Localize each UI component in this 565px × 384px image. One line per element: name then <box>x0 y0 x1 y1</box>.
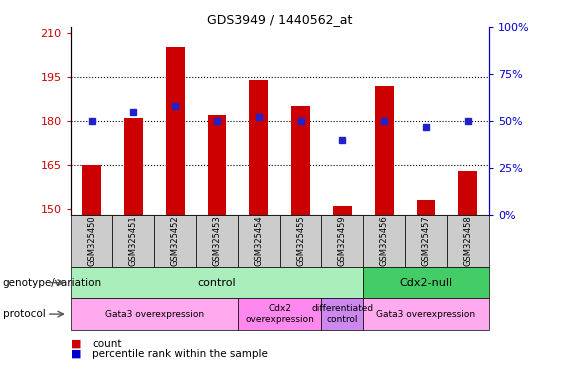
Text: protocol: protocol <box>3 309 46 319</box>
Text: GSM325453: GSM325453 <box>212 215 221 266</box>
Text: ■: ■ <box>71 349 81 359</box>
Bar <box>207 115 227 215</box>
Bar <box>249 80 268 215</box>
Text: genotype/variation: genotype/variation <box>3 278 102 288</box>
Text: ■: ■ <box>71 339 81 349</box>
Text: GSM325452: GSM325452 <box>171 216 180 266</box>
Text: GSM325454: GSM325454 <box>254 216 263 266</box>
Bar <box>124 118 143 215</box>
Title: GDS3949 / 1440562_at: GDS3949 / 1440562_at <box>207 13 353 26</box>
Text: Gata3 overexpression: Gata3 overexpression <box>376 310 476 319</box>
Text: control: control <box>198 278 236 288</box>
Text: GSM325451: GSM325451 <box>129 216 138 266</box>
Bar <box>166 48 185 215</box>
Text: Cdx2-null: Cdx2-null <box>399 278 453 288</box>
Bar <box>333 206 352 215</box>
Text: GSM325456: GSM325456 <box>380 215 389 266</box>
Text: percentile rank within the sample: percentile rank within the sample <box>92 349 268 359</box>
Text: GSM325458: GSM325458 <box>463 215 472 266</box>
Bar <box>291 106 310 215</box>
Text: differentiated
control: differentiated control <box>311 305 373 324</box>
Bar <box>82 165 101 215</box>
Text: GSM325457: GSM325457 <box>421 215 431 266</box>
Text: GSM325455: GSM325455 <box>296 216 305 266</box>
Bar <box>416 200 436 215</box>
Text: GSM325450: GSM325450 <box>87 216 96 266</box>
Text: Gata3 overexpression: Gata3 overexpression <box>105 310 204 319</box>
Bar <box>375 86 394 215</box>
Text: count: count <box>92 339 121 349</box>
Bar <box>458 171 477 215</box>
Text: Cdx2
overexpression: Cdx2 overexpression <box>245 305 314 324</box>
Text: GSM325459: GSM325459 <box>338 216 347 266</box>
